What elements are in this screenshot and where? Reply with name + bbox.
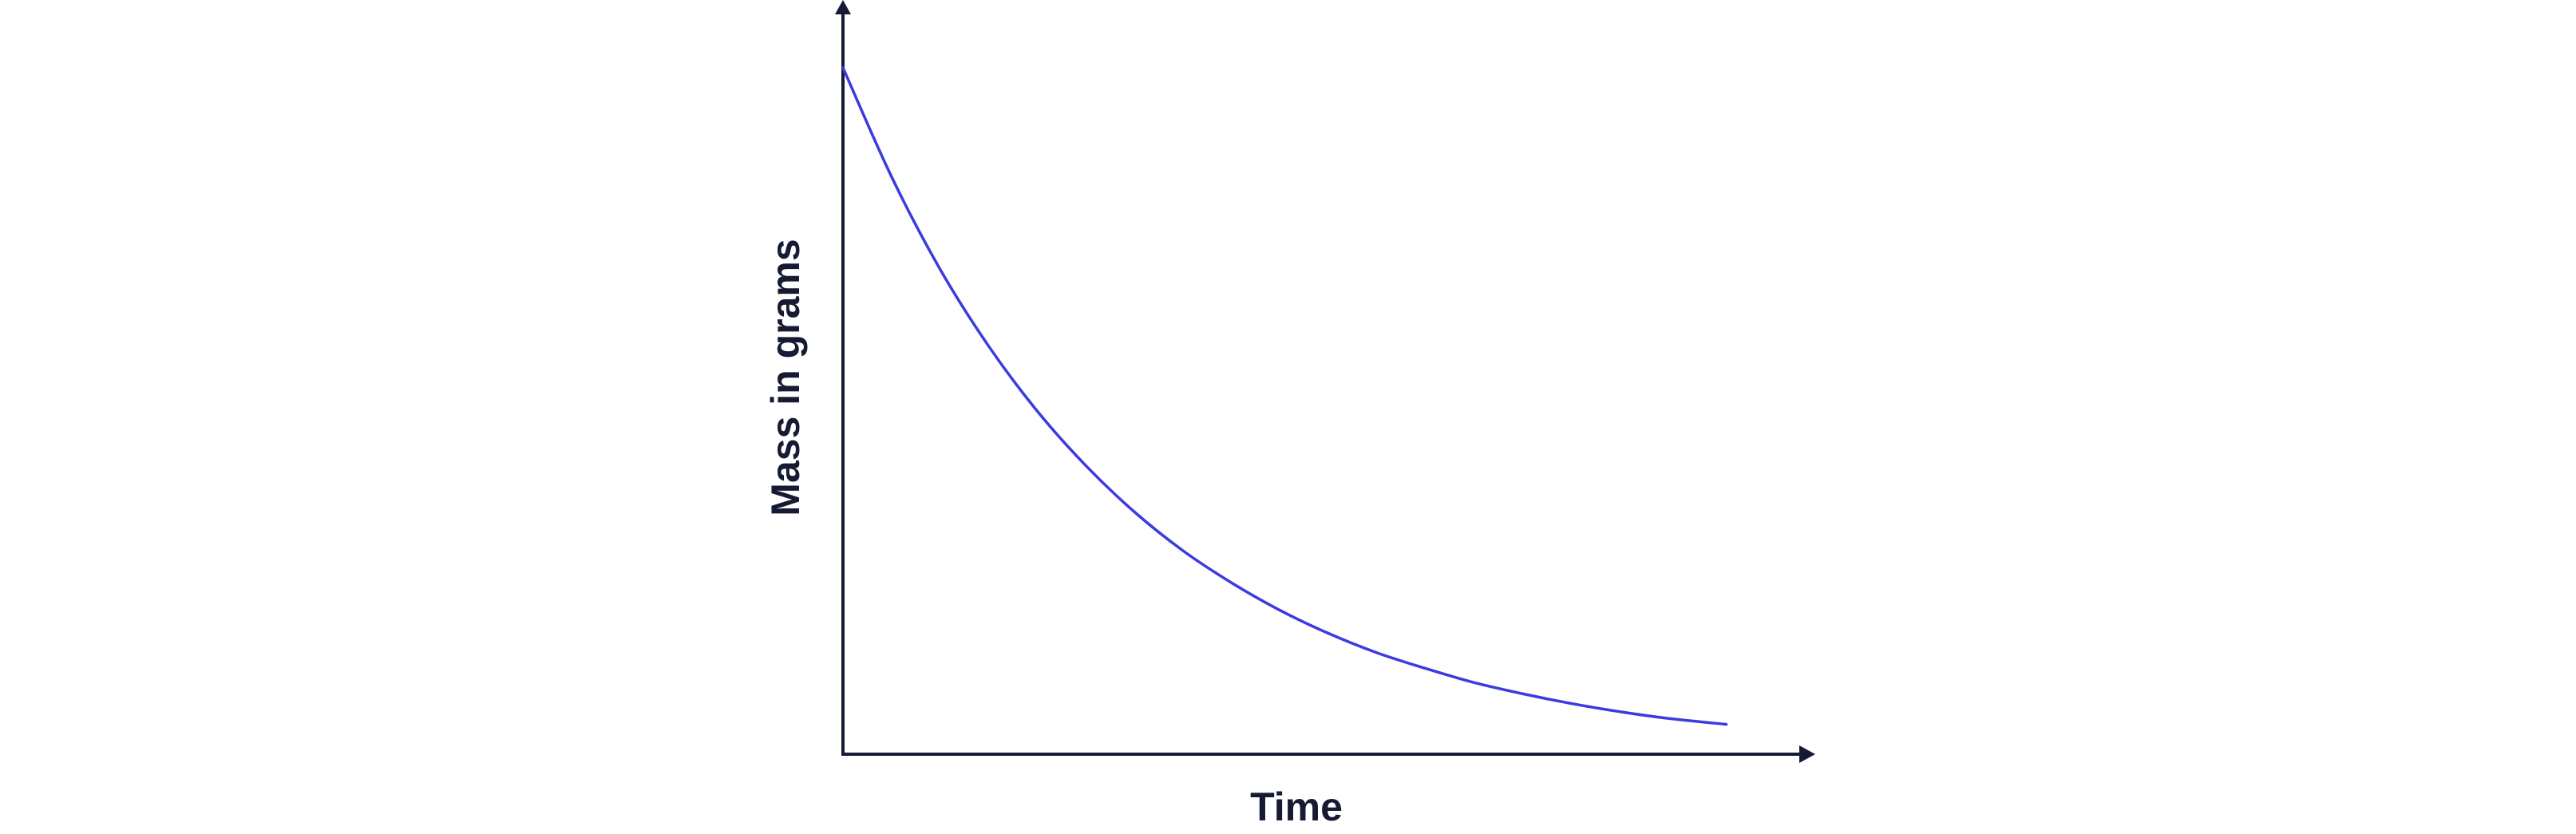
- y-axis-label: Mass in grams: [763, 239, 808, 516]
- data-line: [841, 66, 1728, 726]
- x-axis-label: Time: [1250, 785, 1343, 829]
- y-axis-arrow: [835, 0, 851, 14]
- x-axis-arrow: [1799, 745, 1815, 763]
